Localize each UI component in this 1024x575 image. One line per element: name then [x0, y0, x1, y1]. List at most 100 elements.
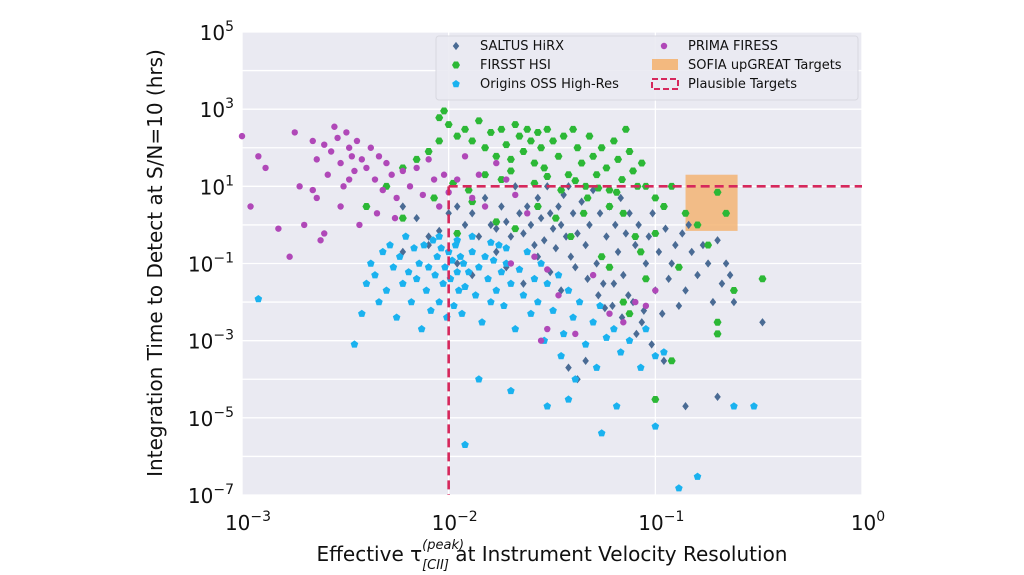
data-point	[515, 132, 524, 140]
data-point	[425, 156, 432, 163]
data-point	[651, 395, 660, 403]
data-point	[575, 298, 584, 306]
data-point	[331, 123, 338, 130]
data-point	[459, 259, 468, 267]
data-point	[493, 224, 500, 233]
data-point	[506, 155, 515, 163]
data-point	[503, 176, 510, 183]
data-point	[642, 302, 650, 310]
data-points	[238, 107, 767, 492]
data-point	[475, 263, 483, 271]
data-point	[433, 252, 441, 260]
data-point	[593, 259, 600, 268]
data-point	[605, 186, 614, 194]
data-point	[375, 153, 383, 160]
data-point	[367, 259, 375, 267]
data-point	[631, 233, 640, 240]
data-point	[495, 241, 503, 249]
data-point	[475, 171, 483, 178]
data-point	[484, 274, 492, 283]
data-point	[640, 306, 648, 315]
data-point	[602, 164, 611, 172]
data-point	[722, 259, 730, 268]
data-point	[507, 232, 515, 241]
x-tick-labels: 10−3 10−2 10−1 100	[225, 509, 885, 535]
data-point	[625, 148, 634, 155]
legend-box	[435, 35, 859, 101]
data-point	[353, 137, 361, 145]
data-point	[500, 301, 508, 310]
data-point	[487, 298, 495, 306]
data-point	[324, 171, 331, 178]
data-point	[621, 125, 630, 133]
data-point	[458, 309, 466, 317]
data-point	[453, 230, 462, 237]
data-point	[682, 402, 689, 411]
data-point	[262, 164, 269, 172]
data-point	[468, 137, 477, 145]
x-tick-label: 100	[851, 509, 885, 535]
data-point	[543, 125, 552, 133]
legend-item-saltus-hirx: SALTUS HiRX	[452, 39, 564, 54]
data-point	[581, 340, 590, 348]
data-point	[554, 271, 563, 279]
y-tick-label: 105	[200, 19, 234, 45]
data-point	[557, 220, 565, 230]
data-point	[554, 152, 563, 160]
data-point	[674, 263, 683, 271]
data-point	[625, 291, 632, 300]
data-point	[362, 203, 371, 210]
data-point	[633, 329, 640, 339]
data-point	[651, 422, 660, 430]
legend-label: FIRSST HSI	[480, 58, 551, 73]
data-point	[475, 232, 483, 241]
data-point	[610, 279, 618, 288]
data-point	[388, 171, 395, 178]
data-point	[417, 325, 426, 333]
data-point	[435, 137, 444, 145]
data-point	[453, 202, 461, 211]
data-point	[577, 159, 586, 167]
data-point	[461, 125, 470, 133]
legend-item-origins-oss-high-res: Origins OSS High-Res	[452, 77, 619, 92]
data-point	[321, 230, 328, 237]
data-point	[540, 164, 549, 172]
y-axis-title: Integration Time to Detect at S/N=10 (hr…	[143, 49, 167, 477]
data-point	[530, 159, 539, 167]
data-point	[571, 177, 580, 185]
data-point	[614, 155, 623, 163]
data-point	[572, 263, 579, 272]
data-point	[502, 141, 511, 149]
data-point	[309, 186, 316, 194]
legend-patch	[652, 59, 678, 70]
data-point	[497, 176, 506, 183]
data-point	[238, 132, 246, 140]
data-point	[407, 298, 416, 306]
data-point	[533, 203, 542, 210]
legend-item-sofia-upgreat-targets: SOFIA upGREAT Targets	[652, 58, 842, 73]
data-point	[440, 107, 449, 115]
y-tick-label: 10−5	[188, 405, 234, 431]
data-point	[578, 197, 585, 206]
data-point	[337, 203, 344, 210]
data-point	[296, 183, 303, 190]
data-point	[393, 194, 400, 202]
grid-lines	[241, 31, 863, 496]
data-point	[527, 220, 535, 230]
data-point	[506, 167, 515, 175]
data-point	[559, 329, 568, 338]
legend-label: PRIMA FIRESS	[688, 39, 778, 54]
data-point	[612, 220, 619, 230]
data-point	[713, 318, 722, 326]
data-point	[383, 159, 390, 167]
data-point	[389, 263, 398, 271]
data-point	[564, 286, 573, 294]
data-point	[399, 167, 407, 175]
data-point	[530, 274, 539, 283]
data-point	[713, 330, 722, 338]
legend-marker	[660, 42, 668, 50]
data-point	[544, 266, 551, 273]
data-point	[574, 229, 581, 238]
legend-marker	[452, 80, 460, 88]
